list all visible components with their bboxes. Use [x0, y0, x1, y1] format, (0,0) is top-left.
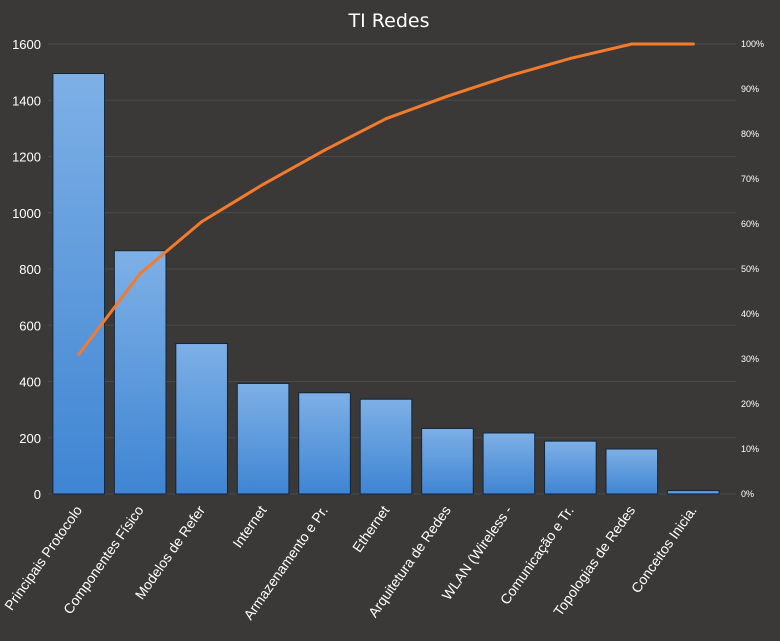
- left-axis-tick-label: 0: [34, 487, 41, 502]
- right-axis-tick-label: 50%: [741, 264, 759, 274]
- category-tick-label: Conceitos Inicia.: [628, 503, 700, 596]
- category-tick-label: Internet: [229, 502, 269, 550]
- bar: [113, 250, 167, 495]
- bar: [52, 73, 106, 495]
- left-axis-tick-label: 1600: [12, 37, 41, 52]
- bar: [236, 382, 290, 495]
- bar-series: [52, 73, 720, 495]
- bar: [605, 448, 659, 495]
- bar: [666, 490, 720, 495]
- left-axis-tick-label: 1000: [12, 206, 41, 221]
- right-axis-tick-label: 90%: [741, 84, 759, 94]
- left-axis-tick-label: 1400: [12, 93, 41, 108]
- right-axis-tick-label: 80%: [741, 129, 759, 139]
- bar: [544, 440, 597, 495]
- line-point: [384, 117, 388, 121]
- line-point: [691, 42, 695, 46]
- category-tick-label: Modelos de Refer: [132, 502, 209, 602]
- right-axis-tick-label: 0%: [741, 489, 754, 499]
- category-tick-label: Ethernet: [349, 502, 393, 555]
- right-axis-tick-label: 20%: [741, 399, 759, 409]
- left-axis-tick-label: 800: [19, 262, 41, 277]
- bar: [359, 398, 413, 495]
- right-axis-tick-label: 70%: [741, 174, 759, 184]
- bar: [482, 432, 536, 495]
- left-axis-tick-label: 400: [19, 375, 41, 390]
- bar: [298, 392, 351, 495]
- chart-title: TI Redes: [348, 10, 430, 32]
- line-point: [200, 220, 204, 224]
- line-point: [323, 148, 327, 152]
- left-y-axis: 0 200 400 600 800 1000 1200 1400 1600: [12, 37, 41, 502]
- line-point: [507, 74, 511, 78]
- right-y-axis: 0% 10% 20% 30% 40% 50% 60% 70% 80% 90% 100%: [741, 39, 764, 499]
- line-point: [138, 272, 142, 275]
- line-point: [630, 42, 634, 46]
- right-axis-tick-label: 60%: [741, 219, 759, 229]
- line-point: [445, 94, 449, 98]
- cumulative-line-series: [77, 42, 695, 356]
- line-point: [261, 182, 265, 186]
- left-axis-tick-label: 1200: [12, 150, 41, 165]
- left-axis-tick-label: 200: [19, 431, 41, 446]
- left-axis-tick-label: 600: [19, 318, 41, 333]
- cumulative-line: [77, 42, 695, 356]
- bar: [421, 427, 474, 495]
- right-axis-tick-label: 100%: [741, 39, 764, 49]
- right-axis-tick-label: 10%: [741, 444, 759, 454]
- right-axis-tick-label: 30%: [741, 354, 759, 364]
- right-axis-tick-label: 40%: [741, 309, 759, 319]
- bar: [175, 343, 228, 495]
- line-point: [77, 353, 81, 356]
- line-point: [568, 56, 572, 60]
